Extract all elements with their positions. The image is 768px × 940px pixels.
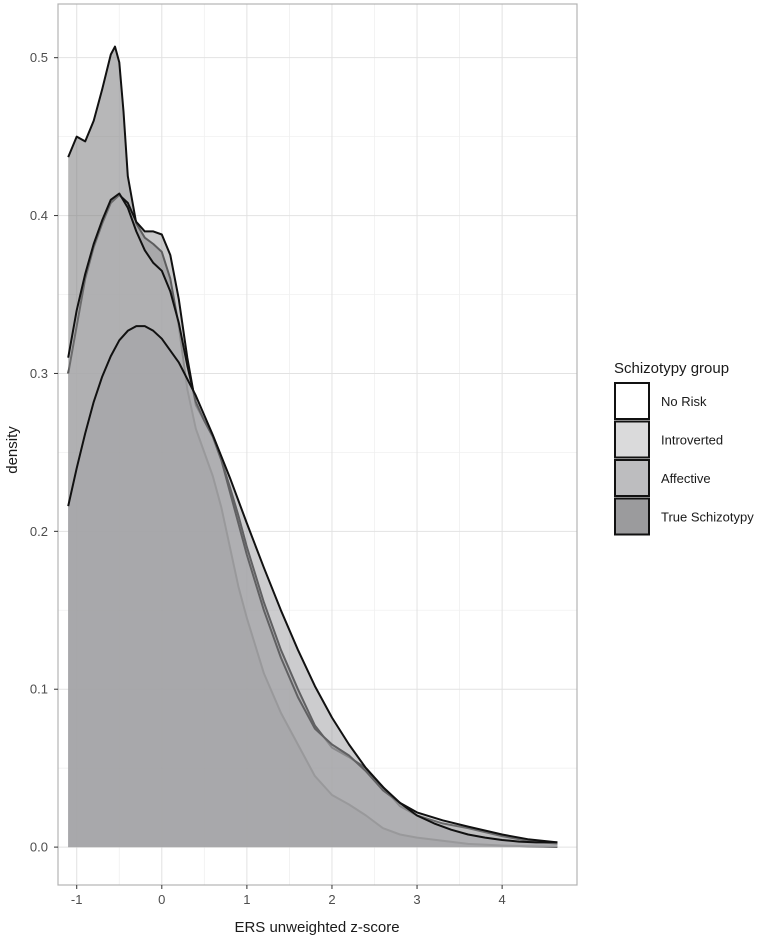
density-areas bbox=[67, 45, 558, 848]
y-tick-label: 0.2 bbox=[30, 524, 48, 539]
legend-key bbox=[614, 382, 650, 420]
density-curve-true-schizotypy bbox=[67, 325, 558, 844]
legend-label: Introverted bbox=[661, 433, 723, 448]
y-axis: 0.0 0.1 0.2 0.3 0.4 0.5 bbox=[30, 50, 58, 855]
x-tick-label: -1 bbox=[71, 892, 83, 907]
legend-label: Affective bbox=[661, 471, 711, 486]
y-tick-label: 0.5 bbox=[30, 50, 48, 65]
y-tick-label: 0.3 bbox=[30, 366, 48, 381]
y-tick-label: 0.0 bbox=[30, 840, 48, 855]
legend-label: No Risk bbox=[661, 394, 707, 409]
panel-border bbox=[57, 3, 578, 886]
legend: Schizotypy group No Risk Introverted Affec… bbox=[614, 360, 754, 536]
x-tick-label: 1 bbox=[243, 892, 250, 907]
density-area-true-schizotypy bbox=[68, 326, 558, 848]
x-axis: -1 0 1 2 3 4 bbox=[71, 885, 506, 907]
y-axis-title: density bbox=[4, 426, 21, 474]
x-tick-label: 0 bbox=[158, 892, 165, 907]
legend-label: True Schizotypy bbox=[661, 510, 754, 525]
legend-key bbox=[614, 497, 650, 536]
y-tick-label: 0.4 bbox=[30, 208, 48, 223]
legend-title: Schizotypy group bbox=[614, 360, 729, 377]
x-tick-label: 4 bbox=[499, 892, 506, 907]
x-tick-label: 3 bbox=[413, 892, 420, 907]
legend-key bbox=[614, 420, 650, 459]
x-tick-label: 2 bbox=[328, 892, 335, 907]
y-tick-label: 0.1 bbox=[30, 682, 48, 697]
legend-key bbox=[614, 459, 650, 497]
x-axis-title: ERS unweighted z-score bbox=[234, 919, 399, 936]
